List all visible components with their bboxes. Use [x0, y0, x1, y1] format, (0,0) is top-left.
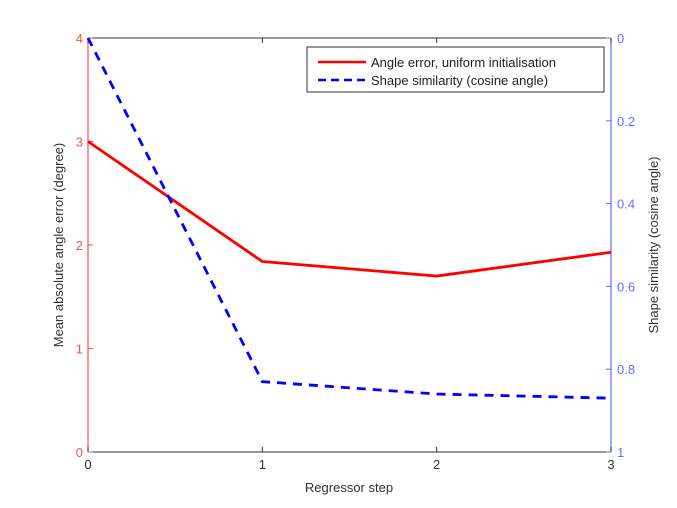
series-layer — [86, 37, 612, 400]
y-tick-label-right: 0.2 — [617, 114, 635, 129]
x-tick-label: 1 — [259, 457, 266, 472]
x-tick-label: 2 — [433, 457, 440, 472]
y-tick-label-right: 0.8 — [617, 362, 635, 377]
legend-box — [306, 46, 605, 93]
legend: Angle error, uniform initialisation Shap… — [306, 46, 605, 93]
y-tick-label-left: 4 — [76, 31, 83, 46]
y-tick-label-right: 0.6 — [617, 279, 635, 294]
y-tick-label-right: 1 — [617, 445, 624, 460]
y-tick-label-left: 2 — [76, 238, 83, 253]
y-tick-label-right: 0.4 — [617, 197, 635, 212]
y-axis-label-right: Shape similarity (cosine angle) — [646, 156, 661, 333]
legend-label-shape-similarity: Shape similarity (cosine angle) — [371, 73, 548, 88]
y-tick-label-left: 0 — [76, 445, 83, 460]
series-line-shape-similarity — [86, 37, 612, 400]
y-axis-label-left: Mean absolute angle error (degree) — [51, 143, 66, 348]
series-line-angle-error — [87, 140, 612, 278]
x-axis-label: Regressor step — [305, 480, 393, 495]
x-tick-label: 3 — [607, 457, 614, 472]
y-tick-label-left: 3 — [76, 135, 83, 150]
legend-label-angle-error: Angle error, uniform initialisation — [371, 55, 556, 70]
x-tick-label: 0 — [84, 457, 91, 472]
axes: 0 1 2 3 0 1 2 3 4 0 0.2 0.4 0.6 0.8 1 — [76, 31, 635, 472]
y-tick-label-left: 1 — [76, 342, 83, 357]
y-tick-label-right: 0 — [617, 31, 624, 46]
